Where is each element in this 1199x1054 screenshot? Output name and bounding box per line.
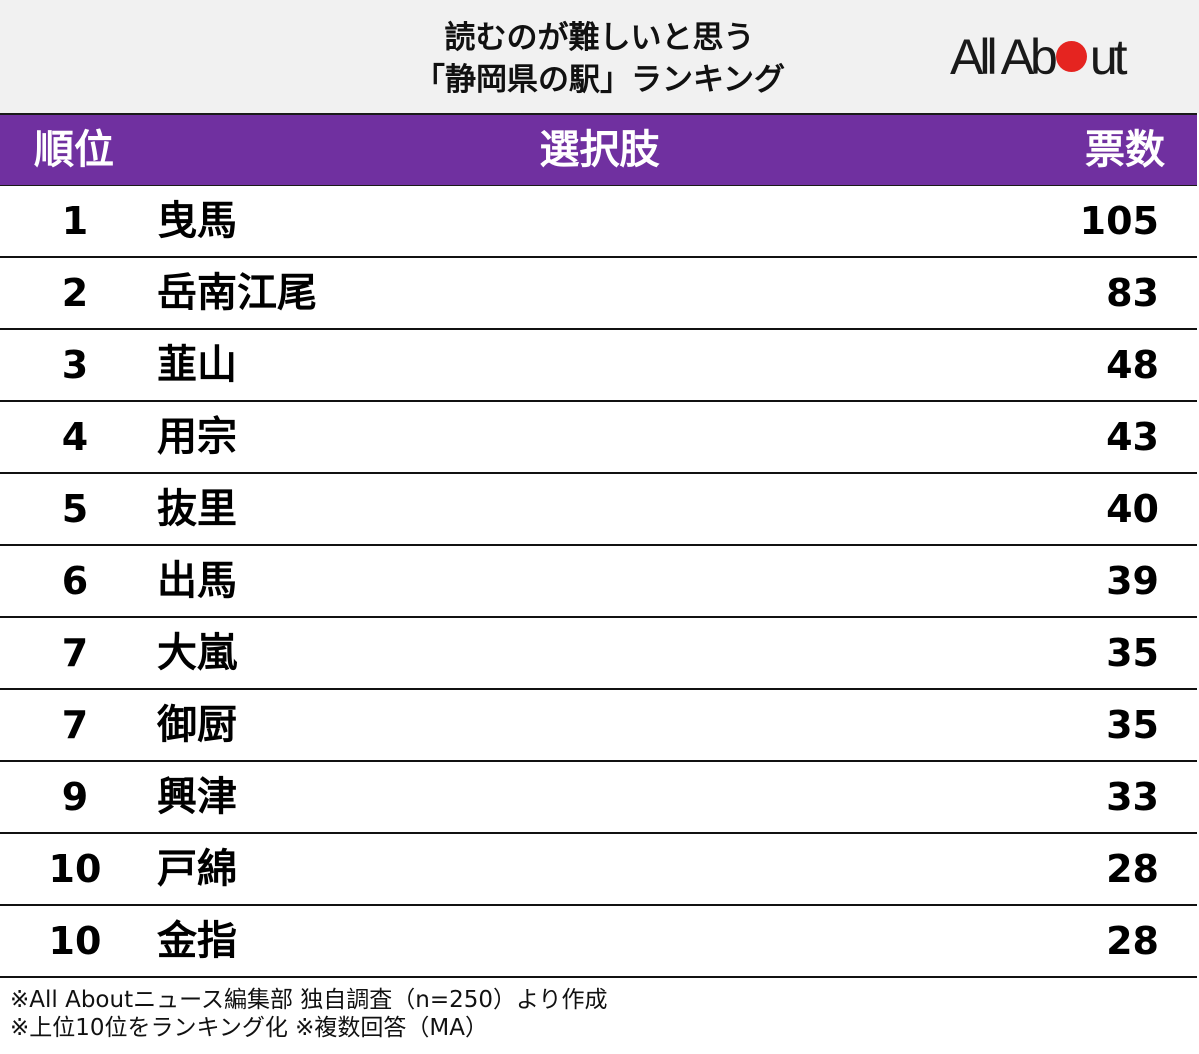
ranking-table-body: 1 曳馬 105 2 岳南江尾 83 3 韮山 48 4 用宗 43 5 抜里 40 6 出馬 39 7…	[0, 186, 1197, 978]
station-name-cell: 韮山	[157, 342, 237, 388]
rank-cell: 5	[61, 487, 89, 531]
votes-cell: 105	[1079, 199, 1159, 243]
station-name-cell: 岳南江尾	[157, 270, 317, 316]
table-row: 4 用宗 43	[0, 402, 1197, 474]
table-row: 5 抜里 40	[0, 474, 1197, 546]
logo-text-part2: ut	[1089, 29, 1128, 85]
table-row: 10 戸綿 28	[0, 834, 1197, 906]
station-name-cell: 大嵐	[157, 630, 237, 676]
station-name-cell: 御厨	[157, 702, 237, 748]
header-choice: 選択肢	[539, 127, 660, 173]
header-votes: 票数	[1085, 127, 1165, 173]
footnotes: ※All Aboutニュース編集部 独自調査（n=250）より作成 ※上位10位…	[10, 986, 608, 1042]
votes-cell: 28	[1106, 919, 1159, 963]
rank-cell: 4	[61, 415, 89, 459]
votes-cell: 35	[1106, 631, 1159, 675]
header-rank: 順位	[34, 127, 114, 173]
allabout-logo: All Ab ut	[950, 29, 1128, 85]
votes-cell: 40	[1106, 487, 1159, 531]
rank-cell: 7	[61, 631, 89, 675]
station-name-cell: 戸綿	[157, 846, 237, 892]
rank-cell: 7	[61, 703, 89, 747]
footnote-source: ※All Aboutニュース編集部 独自調査（n=250）より作成	[10, 987, 608, 1013]
station-name-cell: 出馬	[157, 558, 237, 604]
station-name-cell: 金指	[157, 918, 237, 964]
votes-cell: 43	[1106, 415, 1159, 459]
votes-cell: 28	[1106, 847, 1159, 891]
votes-cell: 48	[1106, 343, 1159, 387]
chart-title-line2: 「静岡県の駅」ランキング	[413, 62, 786, 98]
station-name-cell: 抜里	[157, 486, 237, 532]
rank-cell: 10	[48, 919, 102, 963]
votes-cell: 35	[1106, 703, 1159, 747]
title-band: 読むのが難しいと思う 「静岡県の駅」ランキング All Ab ut	[0, 0, 1199, 113]
rank-cell: 6	[61, 559, 89, 603]
table-row: 7 大嵐 35	[0, 618, 1197, 690]
footnote-method: ※上位10位をランキング化 ※複数回答（MA）	[10, 1015, 489, 1041]
table-row: 3 韮山 48	[0, 330, 1197, 402]
station-name-cell: 曳馬	[157, 198, 237, 244]
station-name-cell: 用宗	[157, 414, 237, 460]
rank-cell: 2	[61, 271, 89, 315]
logo-text-part1: All Ab	[950, 29, 1058, 85]
table-row: 6 出馬 39	[0, 546, 1197, 618]
rank-cell: 3	[61, 343, 89, 387]
chart-title-line1: 読むのが難しいと思う	[444, 20, 755, 56]
table-row: 2 岳南江尾 83	[0, 258, 1197, 330]
table-row: 9 興津 33	[0, 762, 1197, 834]
votes-cell: 39	[1106, 559, 1159, 603]
table-row: 7 御厨 35	[0, 690, 1197, 762]
table-row: 1 曳馬 105	[0, 186, 1197, 258]
logo-red-dot-icon	[1055, 41, 1087, 72]
rank-cell: 1	[61, 199, 89, 243]
station-name-cell: 興津	[157, 774, 237, 820]
votes-cell: 33	[1106, 775, 1159, 819]
table-header: 選択肢 順位 票数	[0, 113, 1197, 186]
votes-cell: 83	[1106, 271, 1159, 315]
rank-cell: 10	[48, 847, 102, 891]
rank-cell: 9	[61, 775, 89, 819]
table-row: 10 金指 28	[0, 906, 1197, 978]
